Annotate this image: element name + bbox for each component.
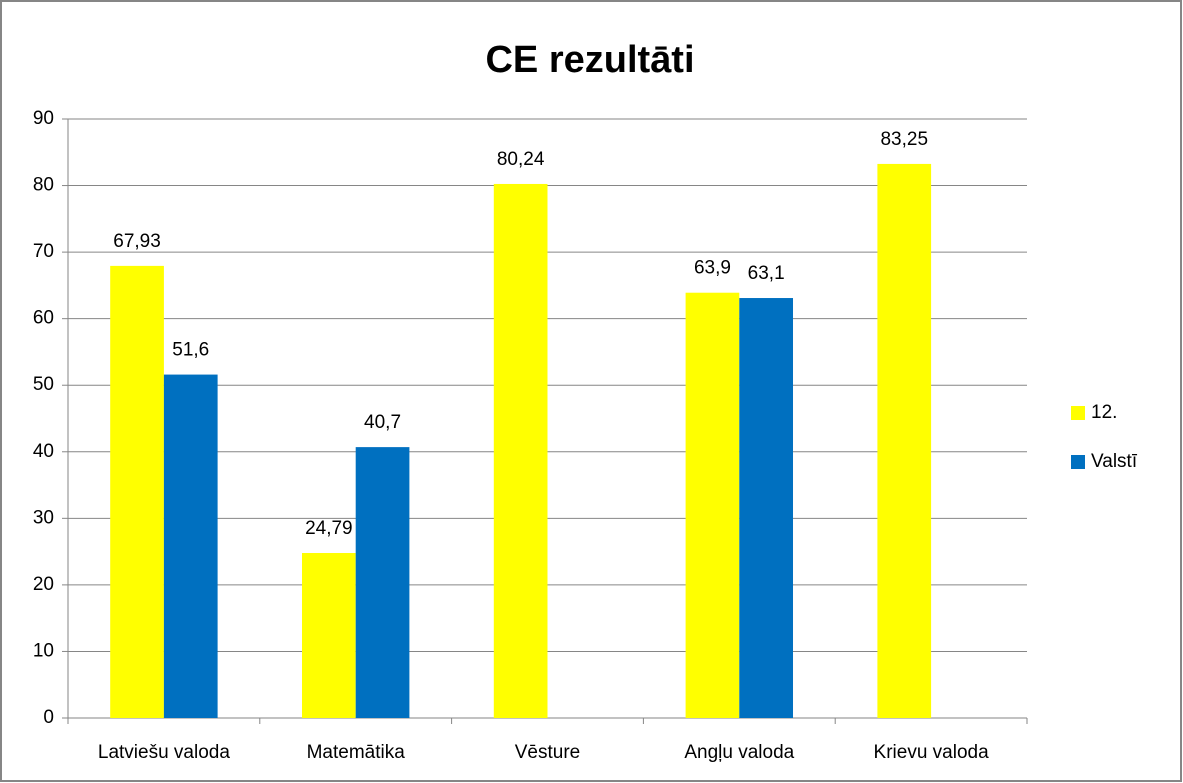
x-tick-label: Krievu valoda (874, 742, 990, 763)
chart-title: CE rezultāti (485, 39, 694, 81)
legend-label: 12. (1091, 402, 1117, 423)
y-tick-label: 0 (43, 707, 54, 728)
x-tick-label: Vēsture (515, 742, 580, 763)
legend-swatch (1071, 406, 1085, 420)
y-tick-label: 60 (33, 308, 54, 329)
y-tick-label: 20 (33, 574, 54, 595)
y-tick-label: 70 (33, 241, 54, 262)
y-tick-label: 80 (33, 175, 54, 196)
bar (493, 183, 548, 718)
y-tick-label: 40 (33, 441, 54, 462)
data-label: 40,7 (364, 412, 401, 433)
data-label: 24,79 (305, 518, 353, 539)
bar (110, 265, 164, 718)
legend-label: Valstī (1091, 451, 1138, 472)
data-label: 80,24 (497, 149, 545, 170)
data-label: 67,93 (113, 231, 161, 252)
data-label: 83,25 (880, 129, 928, 150)
x-tick-label: Angļu valoda (684, 742, 794, 763)
bar (739, 298, 794, 718)
x-tick-label: Latviešu valoda (98, 742, 230, 763)
bar (301, 553, 356, 718)
x-tick-label: Matemātika (307, 742, 406, 763)
bar (163, 374, 218, 718)
legend-swatch (1071, 455, 1085, 469)
bar (877, 163, 932, 719)
y-tick-label: 30 (33, 507, 54, 528)
data-label: 63,9 (694, 258, 731, 279)
data-label: 51,6 (172, 340, 209, 361)
bar (685, 292, 740, 718)
y-tick-label: 10 (33, 640, 54, 661)
bar (355, 447, 410, 718)
y-tick-label: 90 (33, 108, 54, 129)
data-label: 63,1 (748, 263, 785, 284)
y-tick-label: 50 (33, 374, 54, 395)
